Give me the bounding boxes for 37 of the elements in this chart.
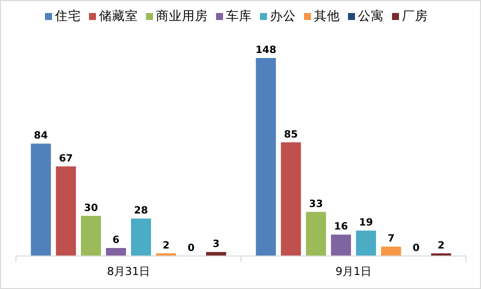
bar <box>80 216 101 256</box>
data-label: 0 <box>188 243 195 254</box>
x-tick-label: 9月1日 <box>336 265 372 278</box>
data-label: 19 <box>359 218 374 229</box>
legend-label: 储藏室 <box>99 8 138 23</box>
bar <box>256 58 276 256</box>
data-label: 30 <box>84 202 98 214</box>
bar <box>56 166 76 256</box>
data-label: 7 <box>388 234 395 245</box>
legend-label: 商业用房 <box>156 8 208 23</box>
bar <box>131 218 152 256</box>
data-label: 33 <box>308 198 323 210</box>
data-label: 28 <box>134 206 148 217</box>
data-label: 16 <box>334 222 348 233</box>
x-tick-label: 8月31日 <box>107 265 150 278</box>
legend-label: 住宅 <box>54 8 81 23</box>
data-label: 6 <box>112 234 120 246</box>
data-label: 84 <box>34 130 48 142</box>
data-label: 3 <box>212 238 220 250</box>
data-label: 148 <box>255 45 276 56</box>
data-label: 67 <box>58 153 73 164</box>
bar <box>106 248 126 256</box>
data-label: 2 <box>162 240 170 252</box>
data-label: 2 <box>438 240 445 252</box>
legend-label: 办公 <box>270 8 296 23</box>
bar <box>330 234 351 256</box>
legend-label: 厂房 <box>402 8 428 23</box>
data-label: 0 <box>412 243 420 254</box>
legend-label: 公寓 <box>358 8 384 23</box>
bar <box>381 246 402 256</box>
bar <box>30 144 51 256</box>
data-label: 85 <box>284 129 298 140</box>
legend-label: 车库 <box>226 8 252 23</box>
bar <box>280 142 301 256</box>
bar <box>356 230 376 256</box>
legend-label: 其他 <box>314 8 340 23</box>
bar <box>306 212 326 256</box>
